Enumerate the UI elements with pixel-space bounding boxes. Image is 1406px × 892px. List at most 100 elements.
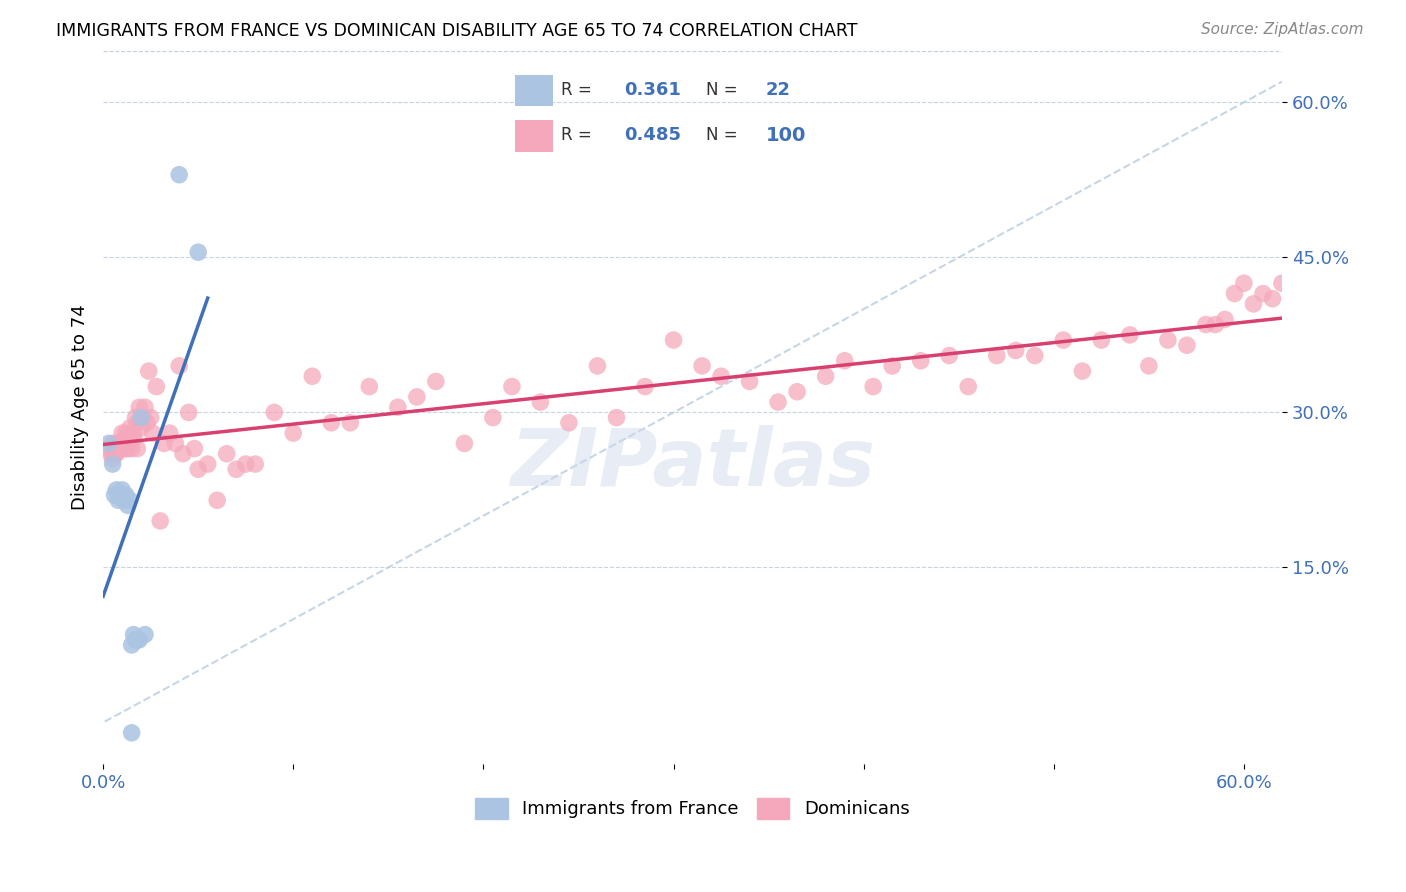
Point xyxy=(124,410,146,425)
Point xyxy=(112,431,135,445)
Point xyxy=(107,436,129,450)
Point xyxy=(263,405,285,419)
Text: ZIPatlas: ZIPatlas xyxy=(510,425,875,503)
Point xyxy=(153,436,176,450)
Point xyxy=(1052,333,1074,347)
Point xyxy=(122,426,145,441)
Point xyxy=(100,447,122,461)
Point xyxy=(107,493,129,508)
Point xyxy=(115,442,138,456)
Point xyxy=(111,426,134,441)
Point xyxy=(215,447,238,461)
Point xyxy=(1175,338,1198,352)
Point xyxy=(882,359,904,373)
Point xyxy=(142,426,165,441)
Point xyxy=(634,379,657,393)
Point xyxy=(183,442,205,456)
Point xyxy=(165,436,187,450)
Point xyxy=(110,442,132,456)
Point xyxy=(117,499,139,513)
Point xyxy=(127,442,149,456)
Point xyxy=(1137,359,1160,373)
Text: Source: ZipAtlas.com: Source: ZipAtlas.com xyxy=(1201,22,1364,37)
Point xyxy=(1090,333,1112,347)
Point xyxy=(111,483,134,497)
Point xyxy=(101,457,124,471)
Point xyxy=(205,493,228,508)
Point xyxy=(862,379,884,393)
Point xyxy=(1243,297,1265,311)
Point xyxy=(1157,333,1180,347)
Point xyxy=(957,379,980,393)
Point xyxy=(187,245,209,260)
Point xyxy=(105,436,128,450)
Point xyxy=(138,364,160,378)
Point xyxy=(105,483,128,497)
Point xyxy=(690,359,713,373)
Point xyxy=(103,442,125,456)
Point xyxy=(1204,318,1226,332)
Point xyxy=(501,379,523,393)
Point xyxy=(1233,277,1256,291)
Point xyxy=(121,442,143,456)
Point xyxy=(359,379,381,393)
Point xyxy=(97,436,120,450)
Point xyxy=(127,632,149,647)
Point xyxy=(118,421,141,435)
Point xyxy=(1251,286,1274,301)
Point xyxy=(121,431,143,445)
Point xyxy=(586,359,609,373)
Point xyxy=(122,431,145,445)
Point xyxy=(105,447,128,461)
Point xyxy=(387,401,409,415)
Point xyxy=(134,627,156,641)
Point xyxy=(1223,286,1246,301)
Point xyxy=(132,410,155,425)
Point xyxy=(121,726,143,740)
Point xyxy=(321,416,343,430)
Point xyxy=(1004,343,1026,358)
Point xyxy=(177,405,200,419)
Point xyxy=(115,488,138,502)
Point xyxy=(145,379,167,393)
Point xyxy=(112,493,135,508)
Point xyxy=(235,457,257,471)
Point xyxy=(1024,349,1046,363)
Point xyxy=(786,384,808,399)
Point xyxy=(1261,292,1284,306)
Point xyxy=(122,627,145,641)
Point xyxy=(111,442,134,456)
Point xyxy=(738,375,761,389)
Point xyxy=(149,514,172,528)
Point xyxy=(159,426,181,441)
Point xyxy=(103,447,125,461)
Point xyxy=(117,442,139,456)
Text: IMMIGRANTS FROM FRANCE VS DOMINICAN DISABILITY AGE 65 TO 74 CORRELATION CHART: IMMIGRANTS FROM FRANCE VS DOMINICAN DISA… xyxy=(56,22,858,40)
Point xyxy=(1071,364,1094,378)
Point xyxy=(405,390,427,404)
Point xyxy=(124,632,146,647)
Point xyxy=(129,410,152,425)
Point xyxy=(121,638,143,652)
Point xyxy=(605,410,627,425)
Point xyxy=(167,168,190,182)
Point xyxy=(110,436,132,450)
Point xyxy=(135,416,157,430)
Point xyxy=(453,436,475,450)
Point xyxy=(134,401,156,415)
Legend: Immigrants from France, Dominicans: Immigrants from France, Dominicans xyxy=(468,791,917,826)
Point xyxy=(97,442,120,456)
Point xyxy=(910,353,932,368)
Point xyxy=(128,632,150,647)
Point xyxy=(834,353,856,368)
Point xyxy=(167,359,190,373)
Point xyxy=(662,333,685,347)
Point xyxy=(1271,277,1294,291)
Point xyxy=(127,416,149,430)
Point xyxy=(103,488,125,502)
Point xyxy=(529,395,551,409)
Point xyxy=(101,451,124,466)
Point xyxy=(172,447,194,461)
Point xyxy=(101,436,124,450)
Point xyxy=(107,488,129,502)
